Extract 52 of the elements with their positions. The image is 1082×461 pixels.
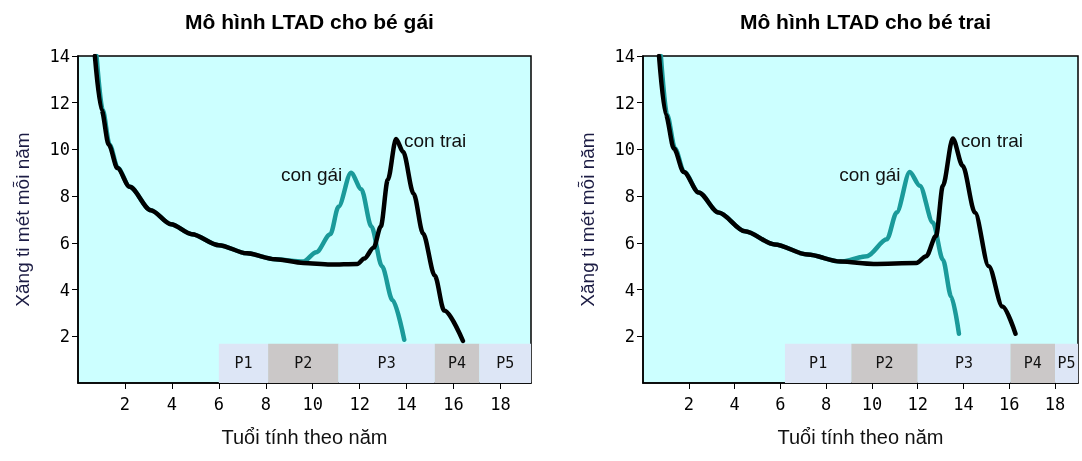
band-label: P1: [809, 354, 828, 373]
x-tick-label: 6: [213, 393, 224, 414]
x-tick-label: 12: [907, 393, 928, 414]
y-tick-label: 10: [49, 139, 70, 160]
annotation: con gái: [839, 164, 901, 186]
x-tick-label: 12: [349, 393, 370, 414]
band-label: P4: [448, 354, 467, 373]
y-tick-label: 12: [49, 92, 70, 113]
x-tick-label: 10: [861, 393, 883, 414]
y-tick-label: 2: [59, 326, 70, 347]
y-tick-label: 6: [624, 232, 635, 253]
x-tick-label: 8: [260, 393, 271, 414]
x-axis-title: Tuổi tính theo năm: [777, 426, 944, 448]
band-label: P3: [377, 354, 396, 373]
x-tick-label: 4: [729, 393, 740, 414]
x-tick-label: 18: [490, 393, 511, 414]
x-tick-label: 16: [443, 393, 464, 414]
x-tick-label: 16: [999, 393, 1020, 414]
y-tick-label: 6: [59, 232, 70, 253]
x-tick-label: 8: [821, 393, 832, 414]
band-label: P5: [496, 354, 515, 373]
band-label: P3: [955, 354, 974, 373]
x-tick-label: 10: [302, 393, 323, 414]
y-axis-title: Xăng ti mét mỗi năm: [12, 132, 33, 307]
x-tick-label: 2: [119, 393, 131, 414]
y-tick-label: 8: [624, 186, 635, 207]
y-tick-label: 12: [614, 92, 635, 113]
annotation: con trai: [404, 130, 467, 152]
y-tick-label: 4: [59, 279, 70, 300]
x-axis-title: Tuổi tính theo năm: [221, 426, 388, 448]
y-tick-label: 10: [614, 139, 635, 160]
x-tick-label: 14: [396, 393, 417, 414]
chart-title: Mô hình LTAD cho bé trai: [739, 10, 992, 33]
x-tick-label: 6: [775, 393, 786, 414]
band-label: P5: [1057, 354, 1076, 373]
annotation: con gái: [280, 164, 343, 186]
y-tick-label: 8: [59, 186, 70, 207]
y-tick-label: 2: [624, 326, 635, 347]
y-tick-label: 4: [624, 279, 635, 300]
x-tick-label: 14: [953, 393, 974, 414]
band-label: P2: [875, 354, 894, 373]
band-label: P1: [234, 354, 253, 373]
y-axis-title: Xăng ti mét mỗi năm: [577, 132, 598, 307]
chart-title: Mô hình LTAD cho bé gái: [185, 10, 434, 33]
y-tick-label: 14: [614, 46, 635, 66]
annotation: con trai: [960, 129, 1024, 151]
band-label: P2: [294, 354, 313, 373]
x-tick-label: 2: [683, 393, 694, 414]
x-tick-label: 18: [1044, 393, 1066, 414]
band-label: P4: [1023, 354, 1042, 373]
x-tick-label: 4: [166, 393, 178, 414]
y-tick-label: 14: [49, 46, 70, 66]
